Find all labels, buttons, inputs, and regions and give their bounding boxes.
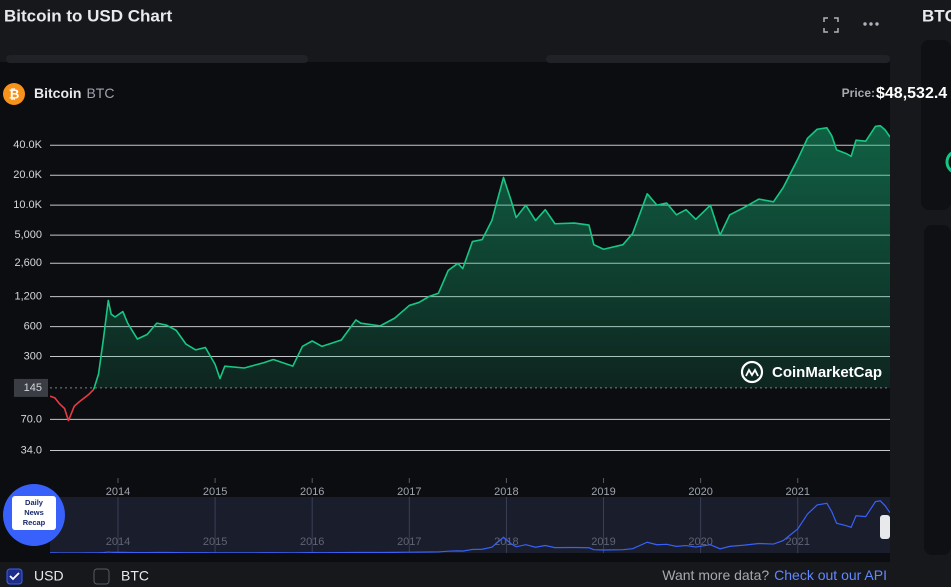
- y-tick-label: 34.0: [21, 444, 42, 456]
- y-tick-label: 5,000: [14, 229, 42, 241]
- x-tick-label: 2016: [300, 486, 324, 498]
- navigator: [50, 497, 890, 553]
- footer-note: Want more data? Check out our API: [662, 567, 887, 583]
- price: $48,532.4: [876, 85, 947, 102]
- navigator-tick-label: 2021: [786, 536, 810, 548]
- y-tick-label: 10.0K: [13, 199, 42, 211]
- dot: [875, 22, 879, 26]
- checkbox[interactable]: [93, 568, 110, 585]
- watermark-text: CoinMarketCap: [772, 364, 882, 381]
- news-badge[interactable]: Daily News Recap: [3, 484, 65, 546]
- watermark-logo: [740, 360, 764, 384]
- price-line: [92, 125, 890, 390]
- area: [94, 125, 890, 388]
- y-tick-label: 145: [24, 382, 42, 394]
- side-icon: [945, 151, 951, 173]
- currency-label: BTC: [121, 568, 149, 584]
- side-panel: [924, 225, 951, 555]
- coin-icon: [3, 83, 25, 105]
- expand-button[interactable]: [823, 17, 839, 33]
- dot: [863, 22, 867, 26]
- expand-icon: [823, 17, 839, 33]
- navigator-tick-label: 2019: [591, 536, 615, 548]
- plot: 34.0 70.0 145 300 600 1,200 2,600 5,000 10.0K 20.…: [13, 125, 890, 498]
- y-tick-label: 40.0K: [13, 139, 42, 151]
- badge-card: [12, 496, 56, 530]
- navigator-tick-label: 2015: [203, 536, 227, 548]
- x-tick-label: 2020: [688, 486, 712, 498]
- tab-strip: [6, 55, 308, 63]
- badge-text: News: [24, 508, 44, 517]
- navigator-tick-label: 2017: [397, 536, 421, 548]
- chart-title: Bitcoin to USD Chart: [4, 6, 172, 25]
- api-link[interactable]: Check out our API: [774, 567, 887, 583]
- coin-symbol: BTC: [86, 85, 114, 101]
- check-mark: [9, 572, 20, 581]
- currency-toggle[interactable]: BTC: [93, 568, 149, 585]
- watermark: CoinMarketCap: [740, 360, 882, 384]
- price-label: Price:: [842, 86, 875, 100]
- coin-name: Bitcoin BTC: [34, 85, 114, 101]
- currency-toggle[interactable]: USD: [6, 568, 64, 585]
- x-tick-label: 2019: [591, 486, 615, 498]
- coin-name-text: Bitcoin: [34, 85, 81, 101]
- y-tick-label: 20.0K: [13, 169, 42, 181]
- y-tick-label: 1,200: [14, 291, 42, 303]
- side-panel: [921, 40, 951, 210]
- badge-text: Recap: [23, 518, 46, 527]
- badge-text: Daily: [25, 498, 44, 507]
- navigator-plot: 2014 2015 2016 2017 2018 2019 2020 2021: [50, 497, 890, 553]
- tab-strip: [546, 55, 890, 63]
- y-tick-label: 2,600: [14, 257, 42, 269]
- navigator-line: [50, 500, 890, 553]
- more-button[interactable]: [863, 22, 879, 26]
- y-tick-label: 70.0: [21, 413, 42, 425]
- x-tick-label: 2015: [203, 486, 227, 498]
- navigator-tick-label: 2014: [106, 536, 130, 548]
- dot: [869, 22, 873, 26]
- x-tick-label: 2017: [397, 486, 421, 498]
- x-tick-label: 2014: [106, 486, 130, 498]
- y-tick-label: 300: [24, 350, 42, 362]
- watermark-logo-mark: [745, 368, 759, 377]
- more-data: Want more data?: [662, 567, 769, 583]
- side-title: BTC: [922, 6, 951, 25]
- navigator-tick-label: 2016: [300, 536, 324, 548]
- currency-label: USD: [34, 568, 64, 584]
- x-tick-label: 2018: [494, 486, 518, 498]
- baseline-label-box: [14, 378, 48, 397]
- price-line: [50, 388, 95, 422]
- navigator-handle[interactable]: [880, 515, 890, 539]
- y-tick-label: 600: [24, 321, 42, 333]
- x-tick-label: 2021: [786, 486, 810, 498]
- coin-icon-glyph: ₿: [9, 86, 20, 101]
